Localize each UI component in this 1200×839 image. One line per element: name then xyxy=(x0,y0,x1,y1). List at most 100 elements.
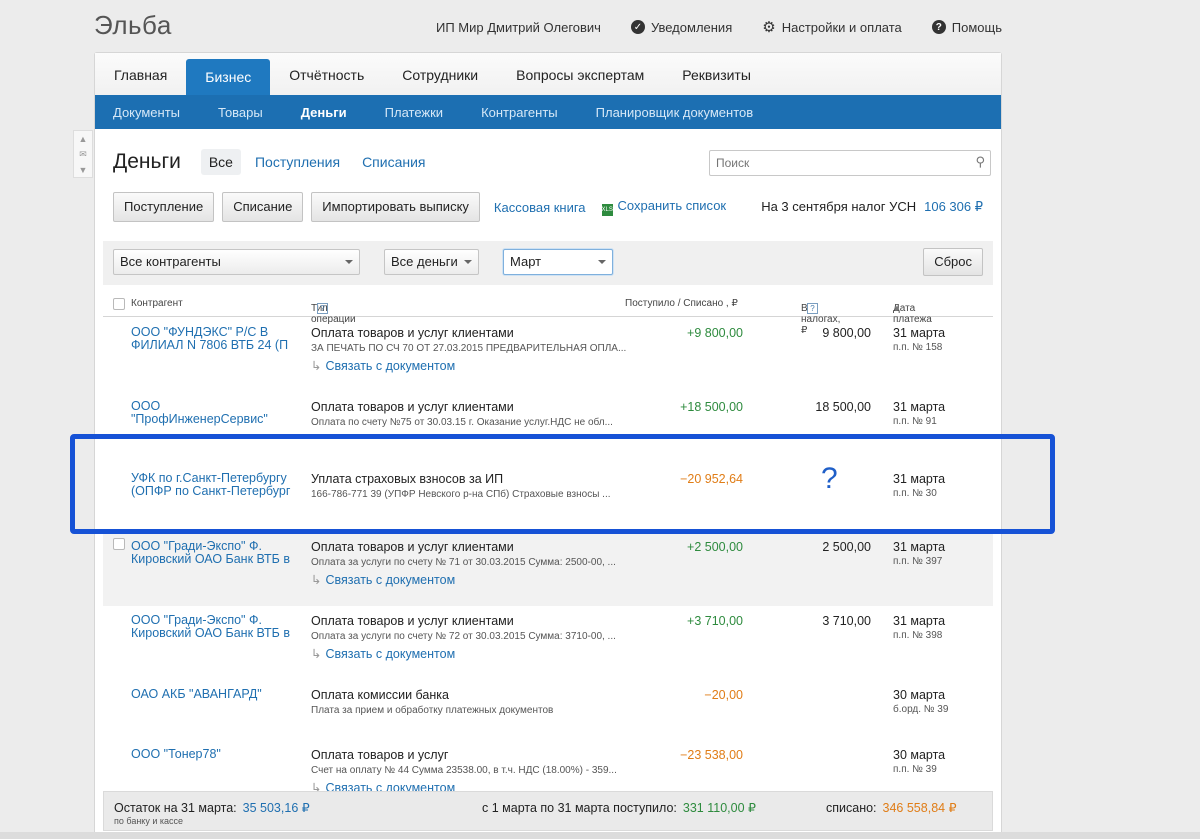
settings-link[interactable]: ⚙ Настройки и оплата xyxy=(762,18,902,36)
bottom-scroll-strip xyxy=(0,832,1200,839)
notifications-link[interactable]: ✓ Уведомления xyxy=(630,18,733,36)
payment-number: п.п. № 39 xyxy=(893,764,937,775)
money-select[interactable]: Все деньги xyxy=(384,249,479,275)
income-button[interactable]: Поступление xyxy=(113,192,215,222)
income-label: с 1 марта по 31 марта поступило: xyxy=(482,801,677,815)
help-icon[interactable]: ? xyxy=(317,303,328,314)
payment-number: п.п. № 397 xyxy=(893,556,943,567)
check-icon: ✓ xyxy=(630,20,645,34)
save-list-label: Сохранить список xyxy=(617,198,727,213)
operation-description: ЗА ПЕЧАТЬ ПО СЧ 70 ОТ 27.03.2015 ПРЕДВАР… xyxy=(311,343,627,354)
money-select-value: Все деньги xyxy=(391,254,458,269)
link-document-link[interactable]: ↳ Связать с документом xyxy=(311,358,455,373)
table-row[interactable]: ООО "ПрофИнженерСервис" Оплата товаров и… xyxy=(103,392,993,464)
filter-all[interactable]: Все xyxy=(200,149,241,175)
counterparty-link[interactable]: УФК по г.Санкт-Петербургу (ОПФР по Санкт… xyxy=(131,472,291,498)
reset-button[interactable]: Сброс xyxy=(923,248,983,276)
link-document-link[interactable]: ↳ Связать с документом xyxy=(311,646,455,661)
payment-number: п.п. № 158 xyxy=(893,342,943,353)
side-feedback-panel: ▲ ✉ ▼ xyxy=(73,130,93,178)
sub-nav: Документы Товары Деньги Платежки Контраг… xyxy=(95,95,1001,129)
main-tabs: Главная Бизнес Отчётность Сотрудники Воп… xyxy=(95,53,1001,95)
balance-value: 35 503,16 ₽ xyxy=(242,801,310,815)
tax-info: На 3 сентября налог УСН 106 306 ₽ xyxy=(761,199,983,215)
counterparty-link[interactable]: ООО "Гради-Экспо" Ф. Кировский ОАО Банк … xyxy=(131,540,290,566)
tab-business[interactable]: Бизнес xyxy=(186,59,271,95)
counterparty-select[interactable]: Все контрагенты xyxy=(113,249,360,275)
notifications-label: Уведомления xyxy=(650,19,733,35)
help-icon[interactable]: ? xyxy=(807,303,818,314)
action-row: Поступление Списание Импортировать выпис… xyxy=(113,192,726,222)
operation-type: Оплата товаров и услуг xyxy=(311,748,449,762)
payment-number: п.п. № 398 xyxy=(893,630,943,641)
table-row[interactable]: ООО "Гради-Экспо" Ф. Кировский ОАО Банк … xyxy=(103,606,993,680)
operation-description: Оплата за услуги по счету № 71 от 30.03.… xyxy=(311,557,616,568)
chevron-down-icon xyxy=(464,260,472,264)
table-row[interactable]: ООО "Тонер78" Оплата товаров и услуг Сче… xyxy=(103,740,993,796)
row-checkbox[interactable] xyxy=(113,538,125,550)
operation-type: Оплата товаров и услуг клиентами xyxy=(311,540,514,554)
tab-main[interactable]: Главная xyxy=(114,67,168,83)
header-amount: Поступило / Списано , ₽ xyxy=(625,298,738,309)
counterparty-link[interactable]: ООО "Тонер78" xyxy=(131,748,221,761)
operation-type: Уплата страховых взносов за ИП xyxy=(311,472,504,486)
payment-date: 30 марта xyxy=(893,688,946,702)
cashbook-link[interactable]: Кассовая книга xyxy=(493,199,586,215)
save-list-link[interactable]: XLS Сохранить список xyxy=(601,198,727,216)
payment-date: 31 марта xyxy=(893,472,946,486)
expense-value: 346 558,84 ₽ xyxy=(882,801,957,815)
table-row[interactable]: ОАО АКБ "АВАНГАРД" Оплата комиссии банка… xyxy=(103,680,993,740)
tab-reports[interactable]: Отчётность xyxy=(289,67,365,83)
chevron-down-icon xyxy=(345,260,353,264)
subtab-documents[interactable]: Документы xyxy=(113,104,181,120)
payment-date: 31 марта xyxy=(893,400,946,414)
filter-income[interactable]: Поступления xyxy=(254,154,341,170)
subtab-counterparties[interactable]: Контрагенты xyxy=(481,104,558,120)
tab-expert-questions[interactable]: Вопросы экспертам xyxy=(516,67,645,83)
help-link[interactable]: ? Помощь xyxy=(931,18,1002,36)
counterparty-link[interactable]: ООО "ПрофИнженерСервис" xyxy=(131,400,268,426)
help-label: Помощь xyxy=(951,19,1002,35)
table-row[interactable]: ООО "Гради-Экспо" Ф. Кировский ОАО Банк … xyxy=(103,532,993,606)
subtab-payments[interactable]: Платежки xyxy=(384,104,444,120)
counterparty-link[interactable]: ООО "Гради-Экспо" Ф. Кировский ОАО Банк … xyxy=(131,614,290,640)
transactions-table: ООО "ФУНДЭКС" Р/С В ФИЛИАЛ N 7806 ВТБ 24… xyxy=(103,318,993,796)
gear-icon: ⚙ xyxy=(762,19,776,36)
app-logo[interactable]: Эльба xyxy=(94,10,172,40)
table-row[interactable]: УФК по г.Санкт-Петербургу (ОПФР по Санкт… xyxy=(103,462,993,532)
operation-description: Плата за прием и обработку платежных док… xyxy=(311,705,554,716)
subtab-money[interactable]: Деньги xyxy=(300,104,347,120)
link-document-link[interactable]: ↳ Связать с документом xyxy=(311,572,455,587)
select-all-checkbox[interactable] xyxy=(113,298,125,310)
filter-expense[interactable]: Списания xyxy=(362,154,426,170)
counterparty-link[interactable]: ОАО АКБ "АВАНГАРД" xyxy=(131,688,262,701)
operation-type: Оплата товаров и услуг клиентами xyxy=(311,400,514,414)
tax-amount-cell: 9 800,00 xyxy=(822,326,871,340)
tab-requisites[interactable]: Реквизиты xyxy=(682,67,751,83)
import-statement-button[interactable]: Импортировать выписку xyxy=(311,192,480,222)
tab-employees[interactable]: Сотрудники xyxy=(402,67,479,83)
header-operation-label: Тип операции xyxy=(311,303,356,325)
operation-type: Оплата товаров и услуг клиентами xyxy=(311,326,514,340)
counterparty-link[interactable]: ООО "ФУНДЭКС" Р/С В ФИЛИАЛ N 7806 ВТБ 24… xyxy=(131,326,289,352)
subtab-goods[interactable]: Товары xyxy=(218,104,263,120)
table-row[interactable]: ООО "ФУНДЭКС" Р/С В ФИЛИАЛ N 7806 ВТБ 24… xyxy=(103,318,993,392)
thumbs-down-icon[interactable]: ▼ xyxy=(78,164,88,175)
mail-icon[interactable]: ✉ xyxy=(79,148,87,159)
balance-sub: по банку и кассе xyxy=(114,816,184,826)
highlight-box xyxy=(70,434,1055,534)
amount: −20 952,64 xyxy=(680,472,743,486)
amount: +18 500,00 xyxy=(680,400,743,414)
month-select[interactable]: Март xyxy=(503,249,613,275)
tax-amount[interactable]: 106 306 ₽ xyxy=(924,199,983,214)
user-name[interactable]: ИП Мир Дмитрий Олегович xyxy=(435,19,601,35)
amount: −23 538,00 xyxy=(680,748,743,762)
summary-footer: Остаток на 31 марта: 35 503,16 ₽ по банку… xyxy=(103,791,993,831)
operation-description: Оплата за услуги по счету № 72 от 30.03.… xyxy=(311,631,616,642)
expense-button[interactable]: Списание xyxy=(222,192,304,222)
search-icon[interactable]: ⚲ xyxy=(975,154,985,169)
link-arrow-icon: ↳ xyxy=(311,781,322,795)
search-input[interactable] xyxy=(709,150,991,176)
subtab-planner[interactable]: Планировщик документов xyxy=(595,104,754,120)
thumbs-up-icon[interactable]: ▲ xyxy=(78,133,88,144)
